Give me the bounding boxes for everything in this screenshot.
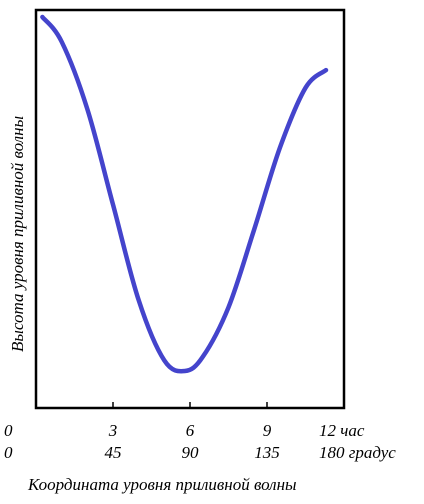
x-tick-label-hours: 6: [186, 421, 195, 440]
x-tick-label-degrees: 90: [182, 443, 200, 462]
x-tick-label-degrees: 0: [4, 443, 13, 462]
y-axis-title: Высота уровня приливной волны: [8, 116, 27, 352]
x-tick-label-hours: 0: [4, 421, 13, 440]
x-tick-label-hours: 9: [263, 421, 272, 440]
x-ticks: [112, 402, 268, 408]
tide-curve: [40, 14, 329, 374]
x-tick-label-degrees: 45: [105, 443, 122, 462]
plot-frame: [34, 8, 346, 410]
x-tick-label-degrees: 180 градус: [319, 443, 396, 462]
x-tick-labels: 0 0 3 45 6 90 9 135 12 час 180 градус: [4, 421, 396, 462]
x-tick-label-hours: 12 час: [319, 421, 365, 440]
x-tick-label-hours: 3: [108, 421, 118, 440]
x-axis-title: Координата уровня приливной волны: [27, 475, 297, 494]
x-tick-label-degrees: 135: [254, 443, 280, 462]
